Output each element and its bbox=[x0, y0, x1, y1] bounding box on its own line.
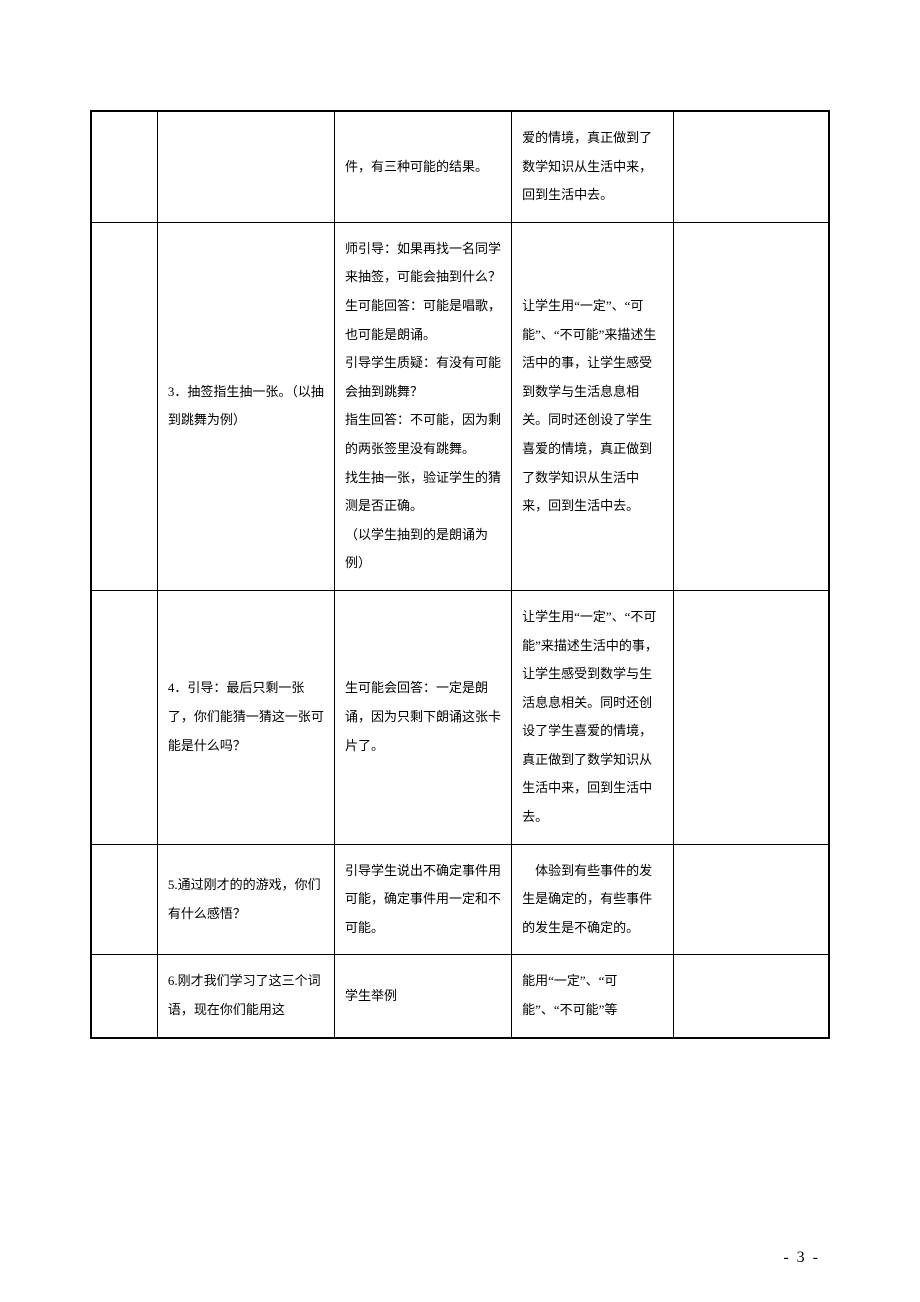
cell-r3-c4: 让学生用“一定”、“不可能”来描述生活中的事，让学生感受到数学与生活息息相关。同… bbox=[512, 590, 674, 844]
cell-r3-c5 bbox=[674, 590, 829, 844]
cell-r3-c2: 4．引导：最后只剩一张了，你们能猜一猜这一张可能是什么吗？ bbox=[157, 590, 334, 844]
cell-r4-c2: 5.通过刚才的的游戏，你们有什么感悟？ bbox=[157, 844, 334, 955]
cell-r2-c1 bbox=[91, 222, 157, 590]
cell-r3-c3: 生可能会回答：一定是朗诵，因为只剩下朗诵这张卡片了。 bbox=[335, 590, 512, 844]
cell-r3-c1 bbox=[91, 590, 157, 844]
cell-r1-c1 bbox=[91, 111, 157, 222]
cell-r1-c4: 爱的情境，真正做到了数学知识从生活中来，回到生活中去。 bbox=[512, 111, 674, 222]
cell-r4-c1 bbox=[91, 844, 157, 955]
cell-r1-c3: 件，有三种可能的结果。 bbox=[335, 111, 512, 222]
table-row: 3．抽签指生抽一张。（以抽到跳舞为例） 师引导：如果再找一名同学来抽签，可能会抽… bbox=[91, 222, 829, 590]
lesson-plan-table: 件，有三种可能的结果。 爱的情境，真正做到了数学知识从生活中来，回到生活中去。 … bbox=[90, 110, 830, 1039]
cell-r2-c4: 让学生用“一定”、“可能”、“不可能”来描述生活中的事，让学生感受到数学与生活息… bbox=[512, 222, 674, 590]
table-row: 4．引导：最后只剩一张了，你们能猜一猜这一张可能是什么吗？ 生可能会回答：一定是… bbox=[91, 590, 829, 844]
cell-r4-c3: 引导学生说出不确定事件用可能，确定事件用一定和不可能。 bbox=[335, 844, 512, 955]
table-body: 件，有三种可能的结果。 爱的情境，真正做到了数学知识从生活中来，回到生活中去。 … bbox=[91, 111, 829, 1038]
cell-r5-c2: 6.刚才我们学习了这三个词语，现在你们能用这 bbox=[157, 955, 334, 1038]
table-row: 6.刚才我们学习了这三个词语，现在你们能用这 学生举例 能用“一定”、“可能”、… bbox=[91, 955, 829, 1038]
table-row: 件，有三种可能的结果。 爱的情境，真正做到了数学知识从生活中来，回到生活中去。 bbox=[91, 111, 829, 222]
cell-r2-c2: 3．抽签指生抽一张。（以抽到跳舞为例） bbox=[157, 222, 334, 590]
cell-r5-c1 bbox=[91, 955, 157, 1038]
cell-r1-c5 bbox=[674, 111, 829, 222]
table-row: 5.通过刚才的的游戏，你们有什么感悟？ 引导学生说出不确定事件用可能，确定事件用… bbox=[91, 844, 829, 955]
cell-r5-c4: 能用“一定”、“可能”、“不可能”等 bbox=[512, 955, 674, 1038]
cell-r2-c3: 师引导：如果再找一名同学来抽签，可能会抽到什么？生可能回答：可能是唱歌，也可能是… bbox=[335, 222, 512, 590]
cell-r5-c5 bbox=[674, 955, 829, 1038]
cell-r5-c3: 学生举例 bbox=[335, 955, 512, 1038]
page-number: - 3 - bbox=[783, 1249, 820, 1267]
cell-r4-c4: 体验到有些事件的发生是确定的，有些事件的发生是不确定的。 bbox=[512, 844, 674, 955]
cell-r4-c5 bbox=[674, 844, 829, 955]
cell-r1-c2 bbox=[157, 111, 334, 222]
cell-r2-c5 bbox=[674, 222, 829, 590]
